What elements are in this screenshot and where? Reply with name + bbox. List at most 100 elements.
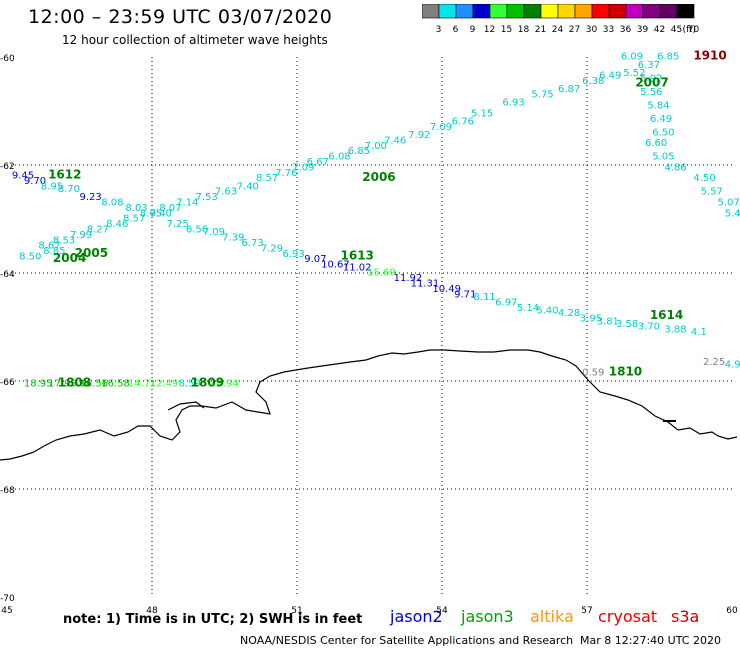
pass-time-label: 1808 (58, 375, 91, 389)
y-tick-label: -64 (0, 270, 15, 280)
pass-time-label: 2006 (362, 170, 395, 184)
legend-tick-label: 33 (603, 25, 614, 34)
satellite-name: cryosat (598, 607, 658, 626)
swh-value: 6.76 (452, 117, 474, 128)
legend-swatch (676, 4, 695, 19)
swh-observations: 6.09 6.856.375.526.49 5.926.386.875.756.93… (12, 52, 740, 390)
swh-value: 7.40 (237, 181, 259, 192)
swh-value: 7.09 (203, 227, 225, 238)
swh-value: 5.84 (647, 100, 669, 111)
swh-value: 8.46 (106, 219, 128, 230)
pass-time-label: 2007 (635, 76, 668, 90)
legend-tick-label: 6 (453, 25, 459, 34)
swh-value: 7.92 (408, 130, 430, 141)
legend-tick-label: 36 (620, 25, 632, 34)
pass-time-label: 1614 (650, 308, 683, 322)
swh-value: 6.49 (599, 71, 621, 82)
pass-time-label: 1810 (609, 365, 642, 379)
swh-value: 11.92 (394, 273, 423, 284)
map-subtitle: 12 hour collection of altimeter wave hei… (62, 33, 328, 47)
swh-value: 6.09 (621, 52, 643, 63)
swh-value: 12.49 (150, 378, 179, 389)
swh-value: 6.97 (495, 297, 517, 308)
swh-value: 6.93 (502, 98, 524, 109)
swh-value: 8.03 (125, 203, 147, 214)
island-outline (167, 401, 205, 411)
swh-value: 16.56 (80, 378, 109, 389)
swh-value: 7.14 (176, 198, 198, 209)
swh-value: 9.70 (24, 176, 46, 187)
swh-value: 5.15 (471, 108, 493, 119)
swh-value: 6.50 (652, 127, 674, 138)
swh-value: 9.07 (304, 254, 326, 265)
swh-value: 8.07 (159, 203, 181, 214)
swh-value: 8.70 (58, 184, 80, 195)
legend-tick-label: 70 (688, 25, 700, 34)
swh-value: 14.94 (210, 378, 239, 389)
legend-tick-label: 21 (535, 25, 546, 34)
y-tick-label: -66 (0, 378, 15, 388)
map-title: 12:00 – 23:59 UTC 03/07/2020 (28, 6, 333, 28)
swh-value: 3.88 (664, 324, 686, 335)
y-tick-label: -62 (0, 162, 15, 172)
swh-value: 6.85 (657, 52, 679, 63)
swh-value: 4.9 (725, 360, 740, 371)
swh-value: 7.39 (222, 233, 244, 244)
axis-labels: 45 48 51 54 57 60 -60 -62 -64 -66 -68 -70 (0, 54, 738, 616)
swh-value: 6.08 (328, 152, 350, 163)
swh-value: 10.49 (432, 284, 461, 295)
pass-time-label: 2005 (75, 246, 108, 260)
legend-tick-label: 15 (501, 25, 512, 34)
swh-value: 7.25 (167, 219, 189, 230)
y-tick-label: -70 (0, 594, 15, 604)
legend-tick-label: 12 (484, 25, 495, 34)
legend-tick-label: 42 (654, 25, 665, 34)
swh-value: 8.05 (140, 208, 162, 219)
swh-value: 8.08 (101, 198, 123, 209)
credit-text: NOAA/NESDIS Center for Satellite Applica… (240, 634, 574, 647)
swh-value: 9.71 (454, 289, 476, 300)
swh-value: 8.50 (19, 252, 41, 263)
footer-note: note: 1) Time is in UTC; 2) SWH is in fe… (63, 612, 363, 627)
swh-value: 4.28 (558, 308, 580, 319)
swh-value: 6.93 (283, 249, 305, 260)
swh-value: 7.29 (261, 243, 283, 254)
swh-value: 9.23 (80, 192, 102, 203)
swh-value: 15.69 (367, 268, 396, 279)
swh-value: 10.67 (321, 260, 350, 271)
swh-value: 6.56 (186, 225, 208, 236)
swh-value: 7.40 (150, 208, 172, 219)
legend-tick-label: 3 (436, 25, 442, 34)
color-legend: 3 6 9 12 15 18 21 24 27 30 33 36 39 42 45 70(ft) (422, 4, 700, 34)
swh-value: 11.31 (411, 279, 440, 290)
x-tick-label: 51 (291, 606, 302, 616)
satellite-name: jason2 (390, 607, 443, 626)
pass-time-label: 1910 (693, 49, 726, 63)
pass-time-label: 1613 (341, 249, 374, 263)
timestamp-text: Mar 8 12:27:40 UTC 2020 (580, 634, 721, 647)
swh-value: 5.52 (623, 68, 645, 79)
swh-value: 7.46 (384, 135, 406, 146)
swh-value: 7.76 (275, 168, 297, 179)
y-tick-label: -68 (0, 486, 15, 496)
swh-value: 5.75 (531, 90, 553, 101)
swh-value: 8.11 (473, 292, 495, 303)
x-tick-label: 48 (146, 606, 158, 616)
swh-value: 5.14 (517, 303, 539, 314)
x-tick-label: 54 (436, 606, 448, 616)
swh-value: 6.60 (645, 138, 667, 149)
swh-value: 11.02 (343, 262, 372, 273)
swh-value: 6.38 (582, 76, 604, 87)
x-tick-label: 57 (581, 606, 592, 616)
swh-value: 7.99 (70, 230, 92, 241)
swh-value: 8.67 (38, 241, 60, 252)
y-tick-label: -60 (0, 54, 15, 64)
swh-value: 8.85 (43, 246, 65, 257)
swh-value: 16.58 (101, 378, 130, 389)
antarctic-coastline (0, 349, 738, 461)
swh-value: 9.45 (12, 171, 34, 182)
pass-time-label: 1809 (191, 375, 224, 389)
legend-tick-label: 9 (470, 25, 476, 34)
swh-value: 3.70 (638, 322, 660, 333)
